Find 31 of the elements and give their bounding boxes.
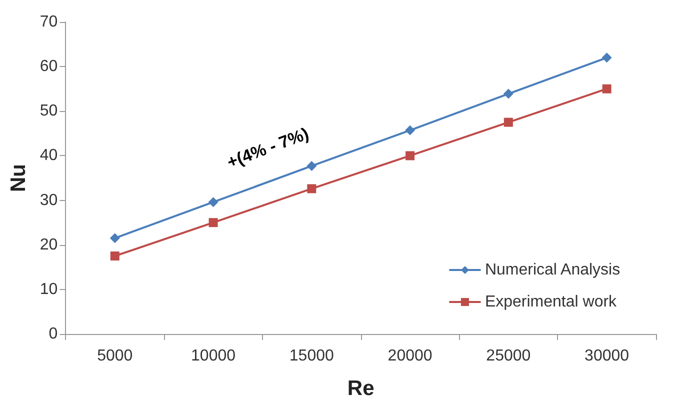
point (110, 252, 120, 260)
y-tick-label: 70 (40, 14, 58, 30)
y-tick-label: 10 (40, 280, 58, 298)
x-axis-title: Re (347, 377, 374, 400)
y-tick-label: 40 (40, 147, 58, 164)
point (602, 84, 612, 94)
point (406, 151, 415, 160)
point (307, 184, 316, 194)
y-axis-title: Nu (7, 164, 30, 192)
y-tick-label: 60 (40, 58, 58, 76)
x-tick-label: 25000 (486, 348, 531, 364)
point (208, 218, 218, 228)
legend-label: Experimental work (484, 294, 618, 310)
y-tick-label: 30 (40, 192, 58, 209)
y-tick-label: 0 (48, 326, 58, 342)
x-tick-label: 15000 (289, 348, 334, 364)
point (602, 52, 612, 63)
x-tick-label: 30000 (584, 348, 630, 364)
point (208, 197, 218, 208)
point (110, 233, 120, 244)
annotation: +(4% - 7%) (224, 124, 312, 172)
y-tick-label: 50 (40, 102, 58, 120)
point (306, 160, 317, 171)
x-tick-label: 10000 (191, 348, 236, 364)
point (504, 118, 513, 127)
x-tick-label: 20000 (388, 348, 432, 364)
point (503, 88, 514, 99)
legend-label: Numerical Analysis (484, 262, 620, 278)
point (405, 125, 416, 136)
y-tick-label: 20 (40, 236, 58, 254)
x-tick-label: 5000 (97, 348, 133, 364)
